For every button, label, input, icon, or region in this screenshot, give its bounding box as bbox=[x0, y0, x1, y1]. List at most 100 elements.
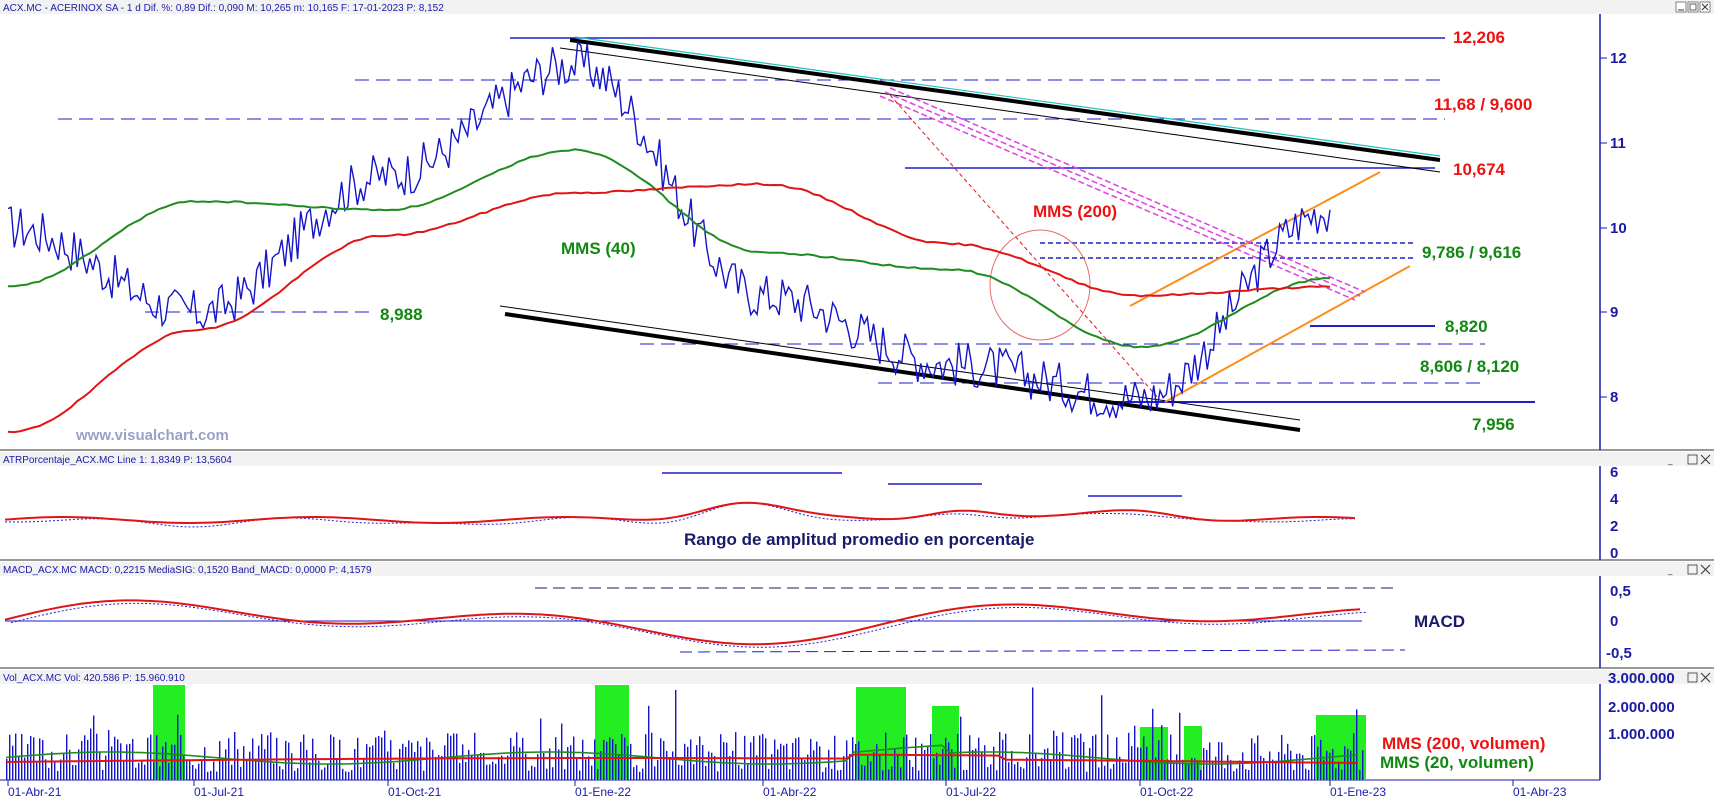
volume-bar bbox=[231, 764, 233, 780]
volume-bar bbox=[336, 758, 338, 780]
volume-bar bbox=[1296, 753, 1298, 780]
volume-bar bbox=[135, 767, 137, 780]
volume-bar bbox=[1014, 764, 1016, 780]
x-tick: 01-Jul-21 bbox=[194, 785, 244, 799]
macd-window-buttons[interactable]: _ bbox=[1667, 564, 1711, 576]
maximize-icon[interactable] bbox=[1687, 564, 1698, 575]
price-y-axis: 12 11 10 9 8 bbox=[1600, 50, 1627, 406]
volume-bar bbox=[756, 755, 758, 780]
atr-window-buttons[interactable]: _ bbox=[1667, 454, 1711, 466]
volume-bar bbox=[1242, 752, 1244, 780]
volume-bar bbox=[1353, 733, 1355, 780]
volume-bar bbox=[1149, 760, 1151, 780]
volume-bar bbox=[1362, 750, 1364, 780]
volume-bar bbox=[1134, 725, 1136, 780]
volume-bar bbox=[801, 758, 803, 780]
volume-bar bbox=[1329, 752, 1331, 780]
volume-bar bbox=[1032, 687, 1034, 780]
volume-bar bbox=[618, 754, 620, 780]
volume-bar bbox=[177, 714, 179, 780]
x-tick: 01-Abr-23 bbox=[1513, 785, 1567, 799]
volume-bar bbox=[1119, 756, 1121, 780]
volume-bar bbox=[1062, 732, 1064, 780]
maximize-icon[interactable] bbox=[1687, 1, 1699, 13]
volume-bar bbox=[1059, 751, 1061, 780]
volume-bar bbox=[873, 752, 875, 780]
volume-bar bbox=[495, 763, 497, 780]
volume-bar bbox=[1179, 712, 1181, 780]
volume-bar bbox=[630, 743, 632, 780]
volume-bar bbox=[603, 740, 605, 780]
volume-bar bbox=[18, 756, 20, 780]
volume-bar bbox=[147, 737, 149, 780]
volume-bar bbox=[1239, 760, 1241, 780]
volume-bar bbox=[324, 767, 326, 780]
maximize-icon[interactable] bbox=[1687, 672, 1698, 683]
volume-bar bbox=[75, 765, 77, 780]
resistance-lines bbox=[58, 37, 1535, 403]
volume-bar bbox=[1233, 771, 1235, 780]
volume-bar bbox=[660, 738, 662, 780]
minimize-icon[interactable]: _ bbox=[1667, 674, 1673, 684]
volume-bar bbox=[108, 730, 110, 780]
volume-bar bbox=[1146, 746, 1148, 780]
close-icon[interactable] bbox=[1700, 564, 1711, 575]
volume-bar bbox=[87, 739, 89, 780]
volume-bar bbox=[870, 761, 872, 780]
volume-bar bbox=[1227, 755, 1229, 780]
volume-bar bbox=[606, 741, 608, 780]
volume-bar bbox=[429, 741, 431, 780]
volume-bar bbox=[126, 744, 128, 780]
volume-bar bbox=[588, 756, 590, 780]
label-12206: 12,206 bbox=[1453, 28, 1505, 47]
atr-lines bbox=[662, 472, 1182, 497]
volume-bar bbox=[855, 744, 857, 780]
volume-bar bbox=[1284, 754, 1286, 780]
volume-bar bbox=[21, 733, 23, 780]
volume-bar bbox=[39, 738, 41, 780]
minimize-icon[interactable]: _ bbox=[1667, 566, 1673, 576]
moving-averages bbox=[7, 148, 1331, 434]
close-icon[interactable] bbox=[1700, 672, 1711, 683]
volume-bar bbox=[288, 742, 290, 780]
volume-bar bbox=[1011, 750, 1013, 780]
volume-bar bbox=[1122, 762, 1124, 780]
price-window-buttons[interactable] bbox=[1675, 1, 1711, 13]
volume-bar bbox=[1164, 761, 1166, 780]
volume-bar bbox=[927, 745, 929, 780]
minimize-icon[interactable]: _ bbox=[1667, 456, 1673, 466]
volume-bar bbox=[969, 735, 971, 780]
volume-window-buttons[interactable]: _ bbox=[1667, 672, 1711, 684]
volume-bar bbox=[774, 739, 776, 780]
volume-bar bbox=[909, 759, 911, 780]
volume-bar bbox=[1212, 760, 1214, 780]
volume-bar bbox=[1104, 765, 1106, 780]
volume-bar bbox=[738, 764, 740, 780]
volume-bar bbox=[813, 750, 815, 780]
volume-bar bbox=[636, 765, 638, 780]
volume-bar bbox=[1125, 762, 1127, 780]
volume-bar bbox=[1128, 732, 1130, 780]
volume-bar bbox=[1182, 759, 1184, 780]
volume-bar bbox=[1056, 735, 1058, 780]
maximize-icon[interactable] bbox=[1687, 454, 1698, 465]
volume-bar bbox=[1194, 758, 1196, 780]
volume-bar bbox=[492, 761, 494, 780]
close-icon[interactable] bbox=[1700, 454, 1711, 465]
volume-bar bbox=[1110, 768, 1112, 780]
volume-bar bbox=[1272, 759, 1274, 780]
volume-bar bbox=[483, 752, 485, 780]
volume-bar bbox=[1197, 761, 1199, 780]
x-tick: 01-Oct-21 bbox=[388, 785, 442, 799]
volume-bar bbox=[792, 742, 794, 780]
volume-bar bbox=[657, 759, 659, 780]
volume-bar bbox=[984, 745, 986, 780]
volume-bar bbox=[1170, 734, 1172, 780]
volume-bar bbox=[948, 742, 950, 780]
volume-bar bbox=[1140, 747, 1142, 780]
volume-bar bbox=[780, 743, 782, 780]
volume-bar bbox=[1005, 733, 1007, 780]
minimize-icon[interactable] bbox=[1675, 1, 1687, 13]
volume-bar bbox=[531, 765, 533, 780]
volume-bar bbox=[633, 767, 635, 780]
